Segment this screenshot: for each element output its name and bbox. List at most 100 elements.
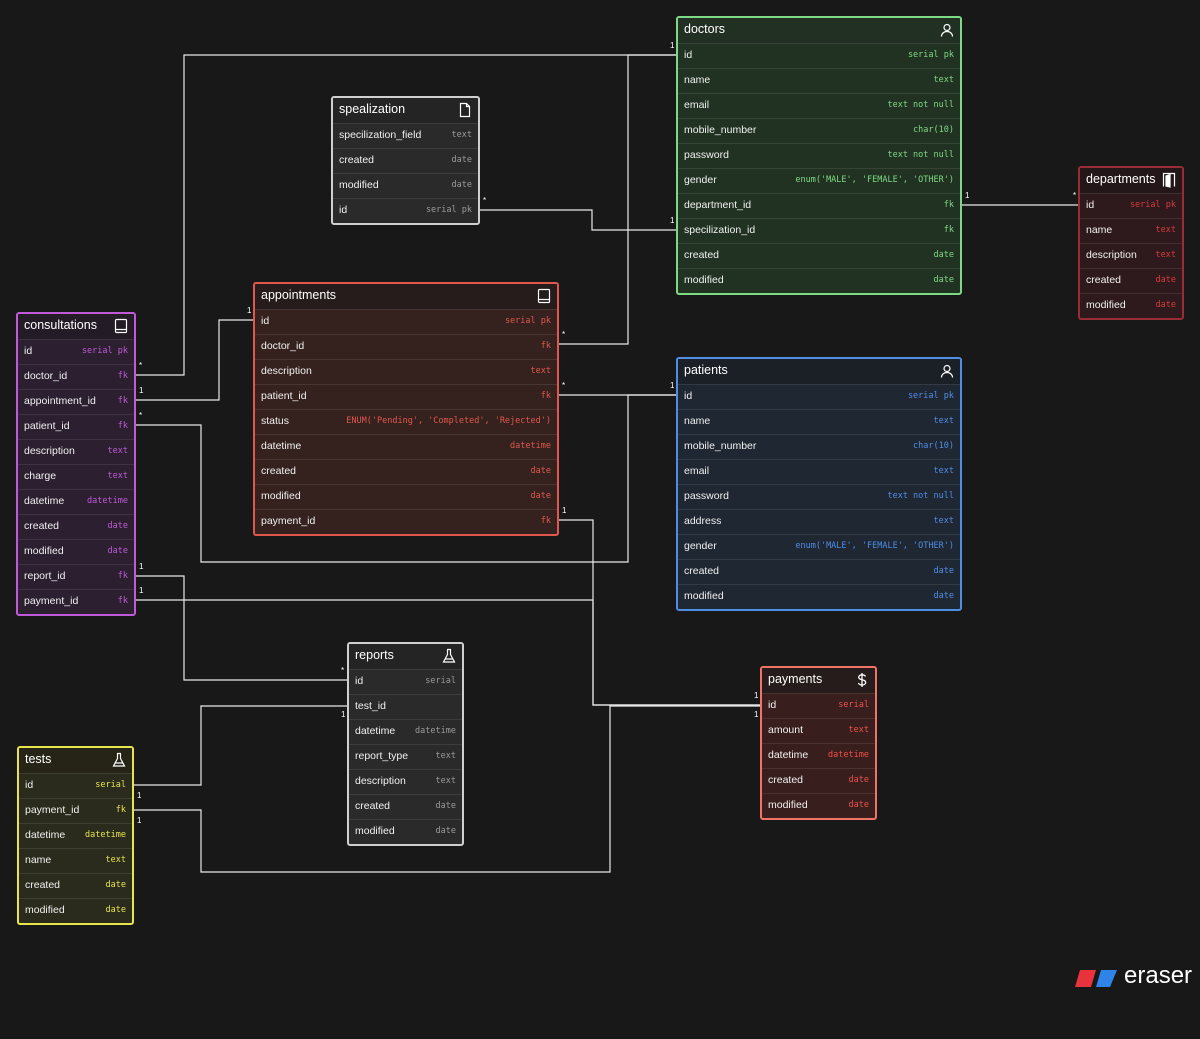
appointments-field-patient-id[interactable]: patient_id fk bbox=[255, 384, 557, 409]
relation-line-spealization-id[interactable] bbox=[480, 209, 676, 231]
doctors-field-email[interactable]: email text not null bbox=[678, 93, 960, 118]
tests-table[interactable]: tests id serial payment_id fk datetime dateti… bbox=[17, 746, 134, 925]
field-type: text bbox=[451, 130, 472, 140]
tests-field-created[interactable]: created date bbox=[19, 873, 132, 898]
appointments-field-status[interactable]: status ENUM('Pending', 'Completed', 'Reje… bbox=[255, 409, 557, 434]
relation-line-tests-id[interactable] bbox=[134, 705, 347, 786]
patients-field-mobile-number[interactable]: mobile_number char(10) bbox=[678, 434, 960, 459]
payments-field-id[interactable]: id serial bbox=[762, 693, 875, 718]
reports-field-id[interactable]: id serial bbox=[349, 669, 462, 694]
departments-field-modified[interactable]: modified date bbox=[1080, 293, 1182, 318]
relation-line-consultations-patient-id[interactable] bbox=[136, 394, 676, 563]
patients-field-address[interactable]: address text bbox=[678, 509, 960, 534]
tests-field-payment-id[interactable]: payment_id fk bbox=[19, 798, 132, 823]
relation-line-appointments-doctor-id[interactable] bbox=[559, 54, 676, 345]
tests-field-name[interactable]: name text bbox=[19, 848, 132, 873]
patients-field-id[interactable]: id serial pk bbox=[678, 384, 960, 409]
relation-line-consultations-appointment-id[interactable] bbox=[136, 319, 253, 401]
appointments-field-datetime[interactable]: datetime datetime bbox=[255, 434, 557, 459]
spealization-table[interactable]: spealization specilization_field text crea… bbox=[331, 96, 480, 225]
eraser-logo-red-mark bbox=[1075, 970, 1096, 987]
reports-field-modified[interactable]: modified date bbox=[349, 819, 462, 844]
patients-field-created[interactable]: created date bbox=[678, 559, 960, 584]
reports-field-description[interactable]: description text bbox=[349, 769, 462, 794]
spealization-field-specilization-field[interactable]: specilization_field text bbox=[333, 123, 478, 148]
field-type: fk bbox=[943, 200, 954, 210]
tests-field-id[interactable]: id serial bbox=[19, 773, 132, 798]
field-type: datetime bbox=[415, 726, 456, 736]
reports-field-datetime[interactable]: datetime datetime bbox=[349, 719, 462, 744]
appointments-field-description[interactable]: description text bbox=[255, 359, 557, 384]
consultations-field-id[interactable]: id serial pk bbox=[18, 339, 134, 364]
relation-line-consultations-report-id[interactable] bbox=[136, 575, 347, 681]
field-name: email bbox=[684, 99, 710, 111]
appointments-field-created[interactable]: created date bbox=[255, 459, 557, 484]
appointments-field-id[interactable]: id serial pk bbox=[255, 309, 557, 334]
doctors-table[interactable]: doctors id serial pk name text email text not… bbox=[676, 16, 962, 295]
patients-field-modified[interactable]: modified date bbox=[678, 584, 960, 609]
patients-field-password[interactable]: password text not null bbox=[678, 484, 960, 509]
spealization-field-id[interactable]: id serial pk bbox=[333, 198, 478, 223]
consultations-field-payment-id[interactable]: payment_id fk bbox=[18, 589, 134, 614]
cardinality-to-label: 1 bbox=[670, 41, 675, 50]
departments-field-created[interactable]: created date bbox=[1080, 268, 1182, 293]
payments-field-modified[interactable]: modified date bbox=[762, 793, 875, 818]
consultations-field-description[interactable]: description text bbox=[18, 439, 134, 464]
relation-line-consultations-doctor-id[interactable] bbox=[136, 54, 676, 376]
appointments-table[interactable]: appointments id serial pk doctor_id fk descr… bbox=[253, 282, 559, 536]
spealization-field-modified[interactable]: modified date bbox=[333, 173, 478, 198]
field-type: text bbox=[1155, 225, 1176, 235]
doctors-field-id[interactable]: id serial pk bbox=[678, 43, 960, 68]
relation-line-tests-payment-id[interactable] bbox=[134, 705, 760, 873]
consultations-field-modified[interactable]: modified date bbox=[18, 539, 134, 564]
field-name: id bbox=[261, 315, 270, 327]
reports-field-created[interactable]: created date bbox=[349, 794, 462, 819]
doctors-field-specilization-id[interactable]: specilization_id fk bbox=[678, 218, 960, 243]
relation-line-consultations-payment-id[interactable] bbox=[136, 599, 760, 706]
doctors-field-created[interactable]: created date bbox=[678, 243, 960, 268]
payments-field-created[interactable]: created date bbox=[762, 768, 875, 793]
doctors-field-department-id[interactable]: department_id fk bbox=[678, 193, 960, 218]
departments-field-id[interactable]: id serial pk bbox=[1080, 193, 1182, 218]
consultations-table[interactable]: consultations id serial pk doctor_id fk appo… bbox=[16, 312, 136, 616]
consultations-field-report-id[interactable]: report_id fk bbox=[18, 564, 134, 589]
payments-field-amount[interactable]: amount text bbox=[762, 718, 875, 743]
reports-field-report-type[interactable]: report_type text bbox=[349, 744, 462, 769]
doctors-field-password[interactable]: password text not null bbox=[678, 143, 960, 168]
patients-table[interactable]: patients id serial pk name text mobile_numbe… bbox=[676, 357, 962, 611]
payments-table[interactable]: payments id serial amount text datetime datet… bbox=[760, 666, 877, 820]
consultations-field-charge[interactable]: charge text bbox=[18, 464, 134, 489]
patients-field-email[interactable]: email text bbox=[678, 459, 960, 484]
reports-field-test-id[interactable]: test_id bbox=[349, 694, 462, 719]
appointments-header: appointments bbox=[255, 284, 557, 309]
consultations-field-appointment-id[interactable]: appointment_id fk bbox=[18, 389, 134, 414]
field-type: fk bbox=[117, 371, 128, 381]
field-name: password bbox=[684, 490, 729, 502]
doctors-field-mobile-number[interactable]: mobile_number char(10) bbox=[678, 118, 960, 143]
consultations-field-doctor-id[interactable]: doctor_id fk bbox=[18, 364, 134, 389]
doctors-field-name[interactable]: name text bbox=[678, 68, 960, 93]
departments-field-description[interactable]: description text bbox=[1080, 243, 1182, 268]
doctors-field-modified[interactable]: modified date bbox=[678, 268, 960, 293]
spealization-field-created[interactable]: created date bbox=[333, 148, 478, 173]
patients-field-gender[interactable]: gender enum('MALE', 'FEMALE', 'OTHER') bbox=[678, 534, 960, 559]
appointments-field-payment-id[interactable]: payment_id fk bbox=[255, 509, 557, 534]
departments-table[interactable]: departments id serial pk name text descripti… bbox=[1078, 166, 1184, 320]
appointments-field-doctor-id[interactable]: doctor_id fk bbox=[255, 334, 557, 359]
field-name: payment_id bbox=[261, 515, 316, 527]
appointments-field-modified[interactable]: modified date bbox=[255, 484, 557, 509]
field-name: specilization_field bbox=[339, 129, 422, 141]
consultations-field-datetime[interactable]: datetime datetime bbox=[18, 489, 134, 514]
field-type: text bbox=[933, 466, 954, 476]
patients-field-name[interactable]: name text bbox=[678, 409, 960, 434]
departments-field-name[interactable]: name text bbox=[1080, 218, 1182, 243]
cardinality-to-label: 1 bbox=[670, 216, 675, 225]
tests-field-datetime[interactable]: datetime datetime bbox=[19, 823, 132, 848]
consultations-field-patient-id[interactable]: patient_id fk bbox=[18, 414, 134, 439]
doctors-field-gender[interactable]: gender enum('MALE', 'FEMALE', 'OTHER') bbox=[678, 168, 960, 193]
reports-table[interactable]: reports id serial test_id datetime datetime r… bbox=[347, 642, 464, 846]
tests-field-modified[interactable]: modified date bbox=[19, 898, 132, 923]
payments-field-datetime[interactable]: datetime datetime bbox=[762, 743, 875, 768]
consultations-field-created[interactable]: created date bbox=[18, 514, 134, 539]
field-name: status bbox=[261, 415, 290, 427]
